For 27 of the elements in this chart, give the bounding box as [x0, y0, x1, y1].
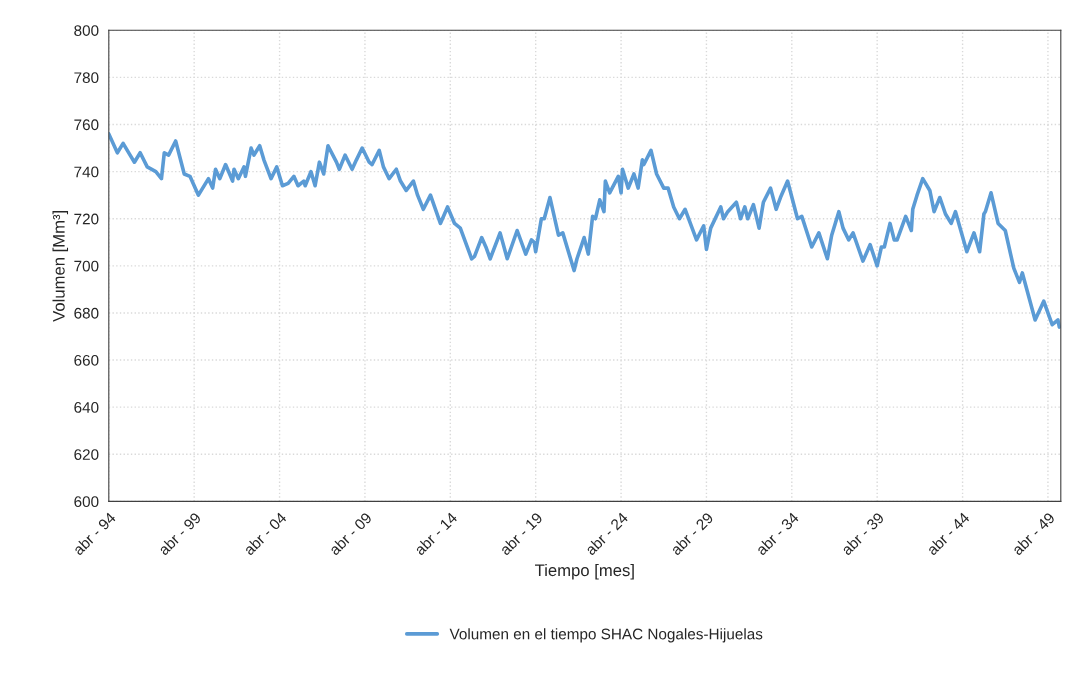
x-tick-label: abr - 24 — [584, 511, 629, 556]
x-tick-label: abr - 49 — [1011, 511, 1056, 556]
y-tick-label: 720 — [74, 213, 99, 225]
y-tick-label: 640 — [74, 402, 99, 413]
x-tick-label: abr - 99 — [157, 511, 202, 556]
y-tick-label: 600 — [74, 496, 99, 508]
x-tick-label: abr - 34 — [755, 511, 800, 556]
x-axis-title: Tiempo [mes] — [535, 563, 634, 580]
y-tick-label: 800 — [74, 25, 99, 36]
y-tick-label: 620 — [74, 449, 99, 460]
x-tick-label: abr - 39 — [840, 511, 885, 556]
y-tick-label: 680 — [74, 307, 99, 319]
legend-label: Volumen en el tiempo SHAC Nogales-Hijuelas — [449, 628, 763, 643]
x-tick-label: abr - 14 — [413, 511, 458, 556]
y-axis-title: Volumen [Mm³] — [52, 210, 69, 322]
x-tick-label: abr - 04 — [242, 511, 288, 556]
y-tick-label: 760 — [74, 119, 99, 131]
y-tick-label: 780 — [74, 72, 99, 84]
y-tick-label: 700 — [74, 260, 99, 272]
x-tick-label: abr - 44 — [925, 511, 971, 556]
x-tick-label: abr - 29 — [669, 511, 714, 556]
x-tick-label: abr - 94 — [72, 511, 117, 556]
line-series — [108, 132, 1061, 329]
x-tick-label: abr - 09 — [328, 511, 373, 556]
y-tick-label: 660 — [74, 354, 99, 366]
x-tick-label: abr - 19 — [498, 511, 544, 556]
y-tick-label: 740 — [74, 166, 99, 178]
